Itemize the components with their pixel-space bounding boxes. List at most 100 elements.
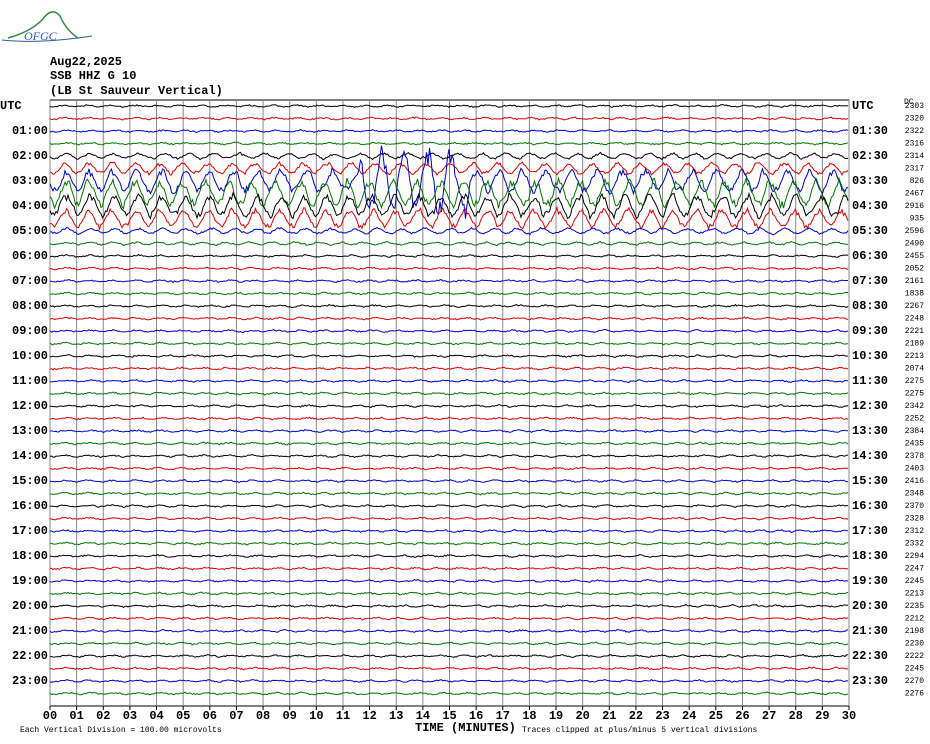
offset-value: 2435 bbox=[905, 440, 924, 449]
offset-value: 2403 bbox=[905, 465, 924, 474]
trace bbox=[49, 160, 849, 176]
right-time-label: 10:30 bbox=[852, 349, 888, 363]
x-tick-label: 28 bbox=[789, 709, 803, 723]
x-tick-label: 00 bbox=[43, 709, 57, 723]
trace bbox=[49, 176, 849, 210]
trace bbox=[49, 641, 849, 646]
x-tick-label: 18 bbox=[522, 709, 536, 723]
offset-value: 2222 bbox=[905, 652, 924, 661]
right-time-label: 13:30 bbox=[852, 424, 888, 438]
offset-value: 2378 bbox=[905, 452, 924, 461]
left-time-label: 10:00 bbox=[12, 349, 48, 363]
x-tick-label: 10 bbox=[309, 709, 323, 723]
x-tick-label: 07 bbox=[229, 709, 243, 723]
left-time-label: 15:00 bbox=[12, 474, 48, 488]
x-tick-label: 21 bbox=[602, 709, 616, 723]
trace bbox=[50, 591, 849, 596]
offset-value: 2189 bbox=[905, 340, 924, 349]
trace bbox=[49, 491, 849, 496]
right-time-label: 21:30 bbox=[852, 624, 888, 638]
offset-value: 1838 bbox=[905, 290, 924, 299]
right-time-label: 18:30 bbox=[852, 549, 888, 563]
offset-value: 2267 bbox=[905, 302, 924, 311]
trace bbox=[49, 226, 849, 236]
x-tick-label: 30 bbox=[842, 709, 856, 723]
right-time-label: 12:30 bbox=[852, 399, 888, 413]
right-time-label: 02:30 bbox=[852, 149, 888, 163]
offset-value: 2245 bbox=[905, 577, 924, 586]
x-tick-label: 23 bbox=[655, 709, 669, 723]
left-time-label: 19:00 bbox=[12, 574, 48, 588]
trace bbox=[49, 429, 848, 434]
trace bbox=[49, 416, 849, 421]
offset-value: 2303 bbox=[905, 102, 924, 111]
left-time-label: 20:00 bbox=[12, 599, 48, 613]
right-time-label: 01:30 bbox=[852, 124, 888, 138]
left-time-label: 21:00 bbox=[12, 624, 48, 638]
trace bbox=[49, 603, 849, 609]
left-time-label: 05:00 bbox=[12, 224, 48, 238]
x-tick-label: 26 bbox=[735, 709, 749, 723]
offset-value: 2247 bbox=[905, 565, 924, 574]
x-tick-label: 24 bbox=[682, 709, 696, 723]
offset-value: 2294 bbox=[905, 552, 924, 561]
right-time-label: 15:30 bbox=[852, 474, 888, 488]
offset-title: DC bbox=[904, 98, 914, 107]
right-time-label: 20:30 bbox=[852, 599, 888, 613]
offset-value: 2212 bbox=[905, 615, 924, 624]
offset-value: 935 bbox=[910, 215, 925, 224]
right-time-label: 22:30 bbox=[852, 649, 888, 663]
offset-value: 2275 bbox=[905, 377, 924, 386]
x-tick-label: 25 bbox=[709, 709, 723, 723]
x-tick-label: 02 bbox=[96, 709, 110, 723]
x-tick-label: 22 bbox=[629, 709, 643, 723]
x-tick-label: 13 bbox=[389, 709, 403, 723]
offset-value: 2490 bbox=[905, 240, 924, 249]
x-tick-label: 19 bbox=[549, 709, 563, 723]
trace bbox=[49, 678, 849, 683]
offset-value: 2230 bbox=[905, 640, 924, 649]
logo-underline bbox=[1, 35, 93, 42]
x-tick-label: 14 bbox=[416, 709, 430, 723]
x-tick-label: 05 bbox=[176, 709, 190, 723]
offset-value: 2348 bbox=[905, 490, 924, 499]
trace bbox=[49, 316, 849, 321]
left-time-label: 01:00 bbox=[12, 124, 48, 138]
offset-value: 826 bbox=[910, 177, 925, 186]
trace bbox=[49, 253, 849, 258]
right-time-label: 05:30 bbox=[852, 224, 888, 238]
left-time-label: 14:00 bbox=[12, 449, 48, 463]
x-tick-label: 06 bbox=[203, 709, 217, 723]
left-time-label: 08:00 bbox=[12, 299, 48, 313]
x-tick-label: 17 bbox=[496, 709, 510, 723]
trace bbox=[49, 441, 849, 446]
offset-value: 2596 bbox=[905, 227, 924, 236]
offset-value: 2916 bbox=[905, 202, 924, 211]
left-time-label: 06:00 bbox=[12, 249, 48, 263]
right-time-label: 11:30 bbox=[852, 374, 888, 388]
offset-value: 2370 bbox=[905, 502, 924, 511]
offset-value: 2314 bbox=[905, 152, 924, 161]
trace bbox=[49, 151, 849, 161]
offset-value: 2052 bbox=[905, 265, 924, 274]
left-time-label: 11:00 bbox=[12, 374, 48, 388]
trace bbox=[50, 279, 848, 284]
trace bbox=[49, 240, 849, 247]
left-time-label: 03:00 bbox=[12, 174, 48, 188]
date: Aug22,2025 bbox=[50, 55, 122, 69]
offset-value: 2467 bbox=[905, 190, 924, 199]
right-time-label: 14:30 bbox=[852, 449, 888, 463]
trace bbox=[49, 116, 849, 121]
left-time-label: 16:00 bbox=[12, 499, 48, 513]
trace bbox=[50, 653, 849, 658]
right-axis-title: UTC bbox=[852, 99, 874, 113]
offset-value: 2221 bbox=[905, 327, 924, 336]
left-time-label: 13:00 bbox=[12, 424, 48, 438]
trace bbox=[49, 466, 849, 471]
offset-value: 2316 bbox=[905, 140, 924, 149]
trace bbox=[49, 378, 848, 383]
right-time-label: 08:30 bbox=[852, 299, 888, 313]
left-time-label: 17:00 bbox=[12, 524, 48, 538]
trace bbox=[49, 206, 849, 231]
right-time-label: 06:30 bbox=[852, 249, 888, 263]
